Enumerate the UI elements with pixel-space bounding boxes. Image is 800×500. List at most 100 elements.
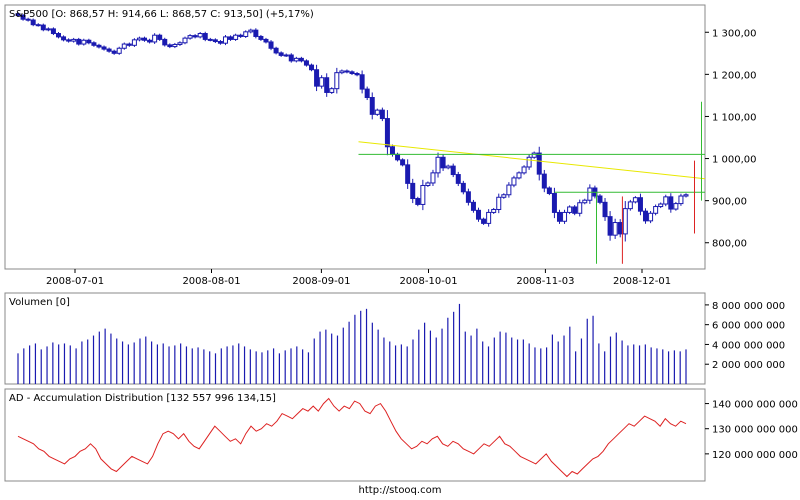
candle-body <box>430 172 436 184</box>
price-y-tick-label: 1 100,00 <box>712 112 757 123</box>
candle-body <box>567 206 573 213</box>
candle-body <box>126 43 132 46</box>
candle-body <box>435 156 441 174</box>
candle-body <box>395 153 401 161</box>
candle-body <box>450 165 456 176</box>
candle-body <box>476 209 482 220</box>
candle-body <box>602 201 608 218</box>
candle-body <box>648 212 654 222</box>
candle-body <box>121 43 127 49</box>
volume-y-tick-label: 2 000 000 000 <box>712 360 785 371</box>
candle-body <box>45 28 51 31</box>
candle-body <box>369 97 375 115</box>
candle-body <box>20 14 26 20</box>
candle-body <box>268 41 274 49</box>
candle-body <box>481 218 487 224</box>
candle-body <box>131 39 137 46</box>
price-y-tick-label: 1 200,00 <box>712 70 757 81</box>
candle-body <box>248 29 254 33</box>
candle-body <box>440 156 446 169</box>
candle-body <box>359 74 365 90</box>
price-y-tick-label: 1 000,00 <box>712 155 757 166</box>
candle-body <box>643 210 649 222</box>
candle-body <box>486 211 492 224</box>
candle-body <box>91 42 97 46</box>
candle-body <box>400 159 406 166</box>
candle-body <box>491 208 497 213</box>
candle-body <box>81 39 87 45</box>
candle-body <box>273 47 279 54</box>
candle-body <box>546 187 552 194</box>
candle-body <box>293 57 299 62</box>
candle-body <box>617 222 623 235</box>
candle-body <box>379 109 385 120</box>
candle-body <box>496 196 502 210</box>
candle-body <box>71 38 77 42</box>
candle-body <box>258 35 264 40</box>
candle-body <box>86 39 92 44</box>
candle-body <box>344 70 350 73</box>
candle-body <box>597 195 603 203</box>
candle-body <box>562 211 568 222</box>
candle-body <box>309 64 315 71</box>
candle-body <box>607 216 613 236</box>
candle-body <box>283 54 289 57</box>
candle-body <box>374 109 380 115</box>
price-title: S&P500 [O: 868,57 H: 914,66 L: 868,57 C:… <box>9 9 314 20</box>
ad-title: AD - Accumulation Distribution [132 557 … <box>9 393 276 404</box>
candle-body <box>556 211 562 222</box>
candle-body <box>455 174 461 184</box>
candle-body <box>364 88 370 99</box>
candle-body <box>167 44 173 48</box>
candle-body <box>582 199 588 204</box>
price-x-tick-label: 2008-09-01 <box>292 276 350 287</box>
candle-body <box>541 173 547 189</box>
candle-body <box>76 38 82 45</box>
ad-y-tick-label: 130 000 000 000 <box>712 425 798 436</box>
candle-body <box>632 197 638 203</box>
candle-body <box>182 37 188 44</box>
candle-body <box>25 18 31 21</box>
candle-body <box>222 36 228 44</box>
volume-y-tick-label: 4 000 000 000 <box>712 340 785 351</box>
candle-body <box>501 194 507 198</box>
candle-body <box>142 37 148 41</box>
trend-line-1 <box>358 141 706 180</box>
volume-title: Volumen [0] <box>9 297 70 308</box>
candle-body <box>263 38 269 43</box>
candle-body <box>157 34 163 40</box>
candle-body <box>238 34 244 37</box>
candle-body <box>177 42 183 45</box>
candle-body <box>319 77 325 87</box>
ad-line <box>17 397 687 478</box>
ad-y-tick-label: 120 000 000 000 <box>712 450 798 461</box>
footer-link[interactable]: http://stooq.com <box>358 485 442 496</box>
candle-body <box>197 33 203 38</box>
candle-body <box>96 44 102 48</box>
candle-body <box>511 177 517 186</box>
candle-body <box>653 206 659 214</box>
candle-body <box>405 164 411 184</box>
candle-body <box>172 43 178 48</box>
candle-body <box>50 28 56 35</box>
candle-body <box>415 198 421 205</box>
candle-body <box>40 24 46 31</box>
candle-body <box>637 197 643 212</box>
candle-body <box>425 182 431 186</box>
candle-body <box>233 34 239 40</box>
candle-body <box>243 31 249 37</box>
candle-body <box>314 69 320 87</box>
candle-body <box>324 77 330 93</box>
candle-body <box>470 201 476 211</box>
candle-body <box>577 202 583 214</box>
price-x-tick-label: 2008-07-01 <box>46 276 104 287</box>
ad-y-tick-label: 140 000 000 000 <box>712 400 798 411</box>
candle-body <box>152 34 158 43</box>
price-x-tick-label: 2008-11-03 <box>516 276 574 287</box>
price-y-tick-label: 800,00 <box>712 239 747 250</box>
candle-body <box>516 172 522 179</box>
candle-body <box>673 203 679 210</box>
candle-body <box>389 146 395 155</box>
volume-y-tick-label: 8 000 000 000 <box>712 301 785 312</box>
